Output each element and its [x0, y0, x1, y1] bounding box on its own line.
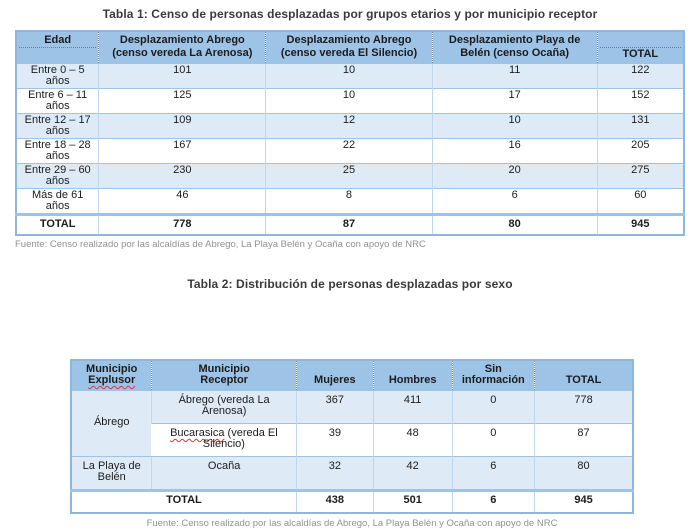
table-cell: 80 [534, 456, 633, 491]
table-cell: 778 [534, 390, 633, 424]
table2-sex-distribution: Municipio Explusor Municipio Receptor Mu… [70, 359, 634, 514]
table1-header-playa-belen: Desplazamiento Playa de Belén (censo Oca… [431, 31, 598, 64]
table2-row-arenosa: Ábrego Ábrego (vereda La Arenosa) 367 41… [71, 390, 633, 457]
table-cell: 778 [98, 213, 266, 235]
expulsor-abrego-cell: Ábrego [71, 390, 152, 457]
table1-total-row: TOTAL 778 87 80 945 [16, 213, 684, 235]
table-cell: 122 [596, 63, 684, 89]
table1-row-29-60: Entre 29 – 60 años 230 25 20 275 [16, 163, 684, 189]
table2-row-ocana: La Playa de Belén Ocaña 32 42 6 80 [71, 456, 633, 491]
table-cell: 230 [98, 163, 266, 189]
table2-header-hombres: Hombres [372, 360, 452, 391]
table-cell: 60 [596, 188, 684, 215]
table-cell: 131 [596, 113, 684, 139]
spellcheck-underline: Explusor [88, 374, 136, 386]
table-cell: 6 [451, 489, 535, 513]
table-cell: 8 [265, 188, 433, 215]
table1-row-0-5: Entre 0 – 5 años 101 10 11 122 [16, 63, 684, 89]
table2-source-note: Fuente: Censo realizado por las alcaldía… [146, 518, 558, 529]
row-label: Entre 29 – 60 años [16, 163, 99, 189]
table2-header-sin-informacion: Sin información [451, 360, 535, 391]
table-cell: 32 [295, 456, 374, 491]
receptor-cell: Ocaña [151, 456, 297, 491]
table2-total-row: TOTAL 438 501 6 945 [71, 489, 633, 513]
table1-row-18-28: Entre 18 – 28 años 167 22 16 205 [16, 138, 684, 164]
expulsor-cell: La Playa de Belén [71, 456, 152, 491]
table1-header-total: TOTAL [596, 31, 684, 64]
table1-row-6-11: Entre 6 – 11 años 125 10 17 152 [16, 88, 684, 114]
table1-header-abrego-silencio: Desplazamiento Abrego (censo vereda El S… [265, 31, 433, 64]
table-cell: 17 [431, 88, 598, 114]
spellcheck-underline: Bucarasica [170, 427, 225, 439]
table-cell: 22 [265, 138, 433, 164]
receptor-cell: Bucarasica (vereda El Silencio) [151, 423, 297, 457]
table1-source-note: Fuente: Censo realizado por las alcaldía… [15, 239, 426, 250]
table-cell: 101 [98, 63, 266, 89]
row-label: Entre 18 – 28 años [16, 138, 99, 164]
table1-header-edad: Edad [16, 31, 99, 64]
table1-row-61-plus: Más de 61 años 46 8 6 60 [16, 188, 684, 215]
receptor-cell: Ábrego (vereda La Arenosa) [151, 390, 297, 424]
table-cell: 80 [431, 213, 598, 235]
table-cell: 6 [431, 188, 598, 215]
table2-header-municipio-expulsor: Municipio Explusor [71, 360, 152, 391]
table1-census-age-groups: Edad Desplazamiento Abrego (censo vereda… [15, 30, 685, 236]
table-cell: 25 [265, 163, 433, 189]
table2-row-silencio: Bucarasica (vereda El Silencio) 39 48 0 … [71, 423, 633, 457]
table1-header-row: Edad Desplazamiento Abrego (censo vereda… [16, 31, 684, 64]
row-label: Entre 6 – 11 años [16, 88, 99, 114]
table-cell: 48 [372, 423, 452, 457]
table-cell: 6 [451, 456, 535, 491]
table-cell: 367 [295, 390, 374, 424]
table-cell: 11 [431, 63, 598, 89]
table2-header-total: TOTAL [534, 360, 633, 391]
table-cell: 167 [98, 138, 266, 164]
table1-row-12-17: Entre 12 – 17 años 109 12 10 131 [16, 113, 684, 139]
table-cell: 945 [534, 489, 633, 513]
table-cell: 109 [98, 113, 266, 139]
table1-title: Tabla 1: Censo de personas desplazadas p… [102, 7, 598, 21]
table-cell: 42 [372, 456, 452, 491]
table-cell: 125 [98, 88, 266, 114]
table-cell: 205 [596, 138, 684, 164]
table-cell: 10 [265, 88, 433, 114]
table-cell: 87 [534, 423, 633, 457]
table-cell: 12 [265, 113, 433, 139]
table-cell: 438 [295, 489, 374, 513]
table-cell: 46 [98, 188, 266, 215]
table-cell: 16 [431, 138, 598, 164]
table-cell: 0 [451, 423, 535, 457]
table2-title: Tabla 2: Distribución de personas despla… [187, 277, 513, 291]
table2-header-mujeres: Mujeres [295, 360, 374, 391]
table2-header-row: Municipio Explusor Municipio Receptor Mu… [71, 360, 633, 391]
table-cell: 10 [431, 113, 598, 139]
table-cell: 87 [265, 213, 433, 235]
table-cell: 20 [431, 163, 598, 189]
table-cell: 411 [372, 390, 452, 424]
total-label: TOTAL [71, 489, 297, 513]
row-label: Entre 0 – 5 años [16, 63, 99, 89]
row-label: Entre 12 – 17 años [16, 113, 99, 139]
table-cell: 39 [295, 423, 374, 457]
total-label: TOTAL [16, 213, 99, 235]
table2-header-municipio-receptor: Municipio Receptor [151, 360, 297, 391]
table-cell: 152 [596, 88, 684, 114]
table-cell: 0 [451, 390, 535, 424]
table-cell: 10 [265, 63, 433, 89]
table-cell: 501 [372, 489, 452, 513]
row-label: Más de 61 años [16, 188, 99, 215]
table-cell: 275 [596, 163, 684, 189]
table1-header-abrego-arenosa: Desplazamiento Abrego (censo vereda La A… [98, 31, 266, 64]
table-cell: 945 [596, 213, 684, 235]
